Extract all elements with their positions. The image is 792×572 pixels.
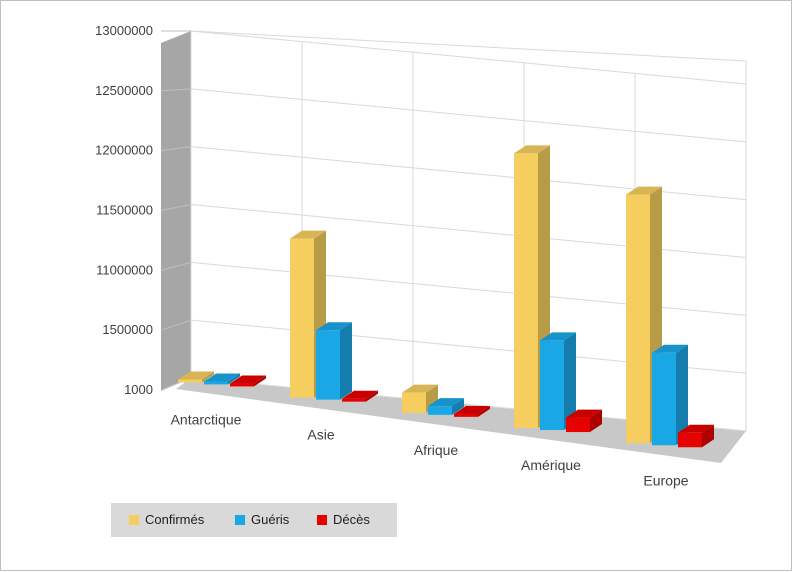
legend-label: Confirmés [145,512,205,527]
bar-front [540,340,564,431]
bar-side [202,371,214,383]
bar [178,371,214,383]
bar-top [178,371,214,380]
bar-top [514,145,550,154]
bar-front [230,383,254,387]
gridline-h [190,88,747,143]
x-category-label: Antarctique [171,411,242,427]
bar-top [316,322,352,331]
bar-top [342,390,378,399]
y-tick-label: 11000000 [96,262,153,277]
bar-front [566,417,590,433]
bars [178,145,714,448]
bar [342,390,378,402]
x-category-label: Amérique [521,457,581,473]
bar [678,424,714,448]
bar [454,405,490,417]
bar-top [678,424,714,433]
bar-top [454,405,490,414]
legend-label: Décès [333,512,370,527]
bar-side [366,390,378,402]
bar-side [676,344,688,446]
y-tick-label: 12000000 [95,143,153,158]
bar [540,332,576,431]
bar-front [316,330,340,400]
x-category-label: Europe [643,472,688,488]
bar [428,398,464,415]
bar-top [402,384,438,393]
x-category-labels: Antarctique Asie Afrique Amérique Europe [171,411,689,488]
bar-side [702,424,714,448]
y-tick-label: 1000 [124,382,153,397]
legend: Confirmés Guéris Décès [111,503,397,537]
bar-side [478,405,490,417]
gridline-wall [160,88,192,92]
bar-side [452,398,464,415]
gridline-wall [160,146,192,152]
legend-swatch [129,515,139,525]
bar-top [428,398,464,407]
bar [230,375,266,387]
bar-front [454,413,478,417]
y-tick-labels: 1000 1500000 11000000 11500000 12000000 12500… [95,23,153,397]
bar [652,344,688,446]
bar-side [340,322,352,400]
bar-top [566,409,602,418]
x-category-label: Afrique [414,442,459,458]
bar-front [290,238,314,398]
legend-swatch [317,515,327,525]
legend-box [111,503,397,537]
gridline-h [190,30,747,85]
bar-side [564,332,576,431]
legend-label: Guéris [251,512,290,527]
bar-top [652,344,688,353]
bar-front [204,381,228,385]
bar-front [428,406,452,415]
bar-top [204,373,240,382]
y-tick-label: 13000000 [95,23,153,38]
y-tick-label: 1500000 [102,322,153,337]
bar-top [626,186,662,195]
left-wall [161,31,191,391]
legend-swatch [235,515,245,525]
bar-front [342,398,366,402]
gridline-wall [160,261,192,271]
bar [316,322,352,400]
bar-front [626,194,650,444]
bar-top [540,332,576,341]
bar-front [678,432,702,448]
bar-top [230,375,266,384]
bar-top [290,230,326,239]
bar-side [228,373,240,385]
bar-front [178,379,202,383]
bar [204,373,240,385]
gridline-wall [160,204,192,211]
y-tick-label: 12500000 [95,83,153,98]
gridline-wall [160,319,192,331]
bar-side [254,375,266,387]
x-category-label: Asie [307,427,334,443]
bar-front [514,153,538,429]
bar [566,409,602,433]
y-tick-label: 11500000 [96,203,153,218]
bar-front [402,392,426,413]
bar-side [590,409,602,433]
bar-front [652,352,676,446]
